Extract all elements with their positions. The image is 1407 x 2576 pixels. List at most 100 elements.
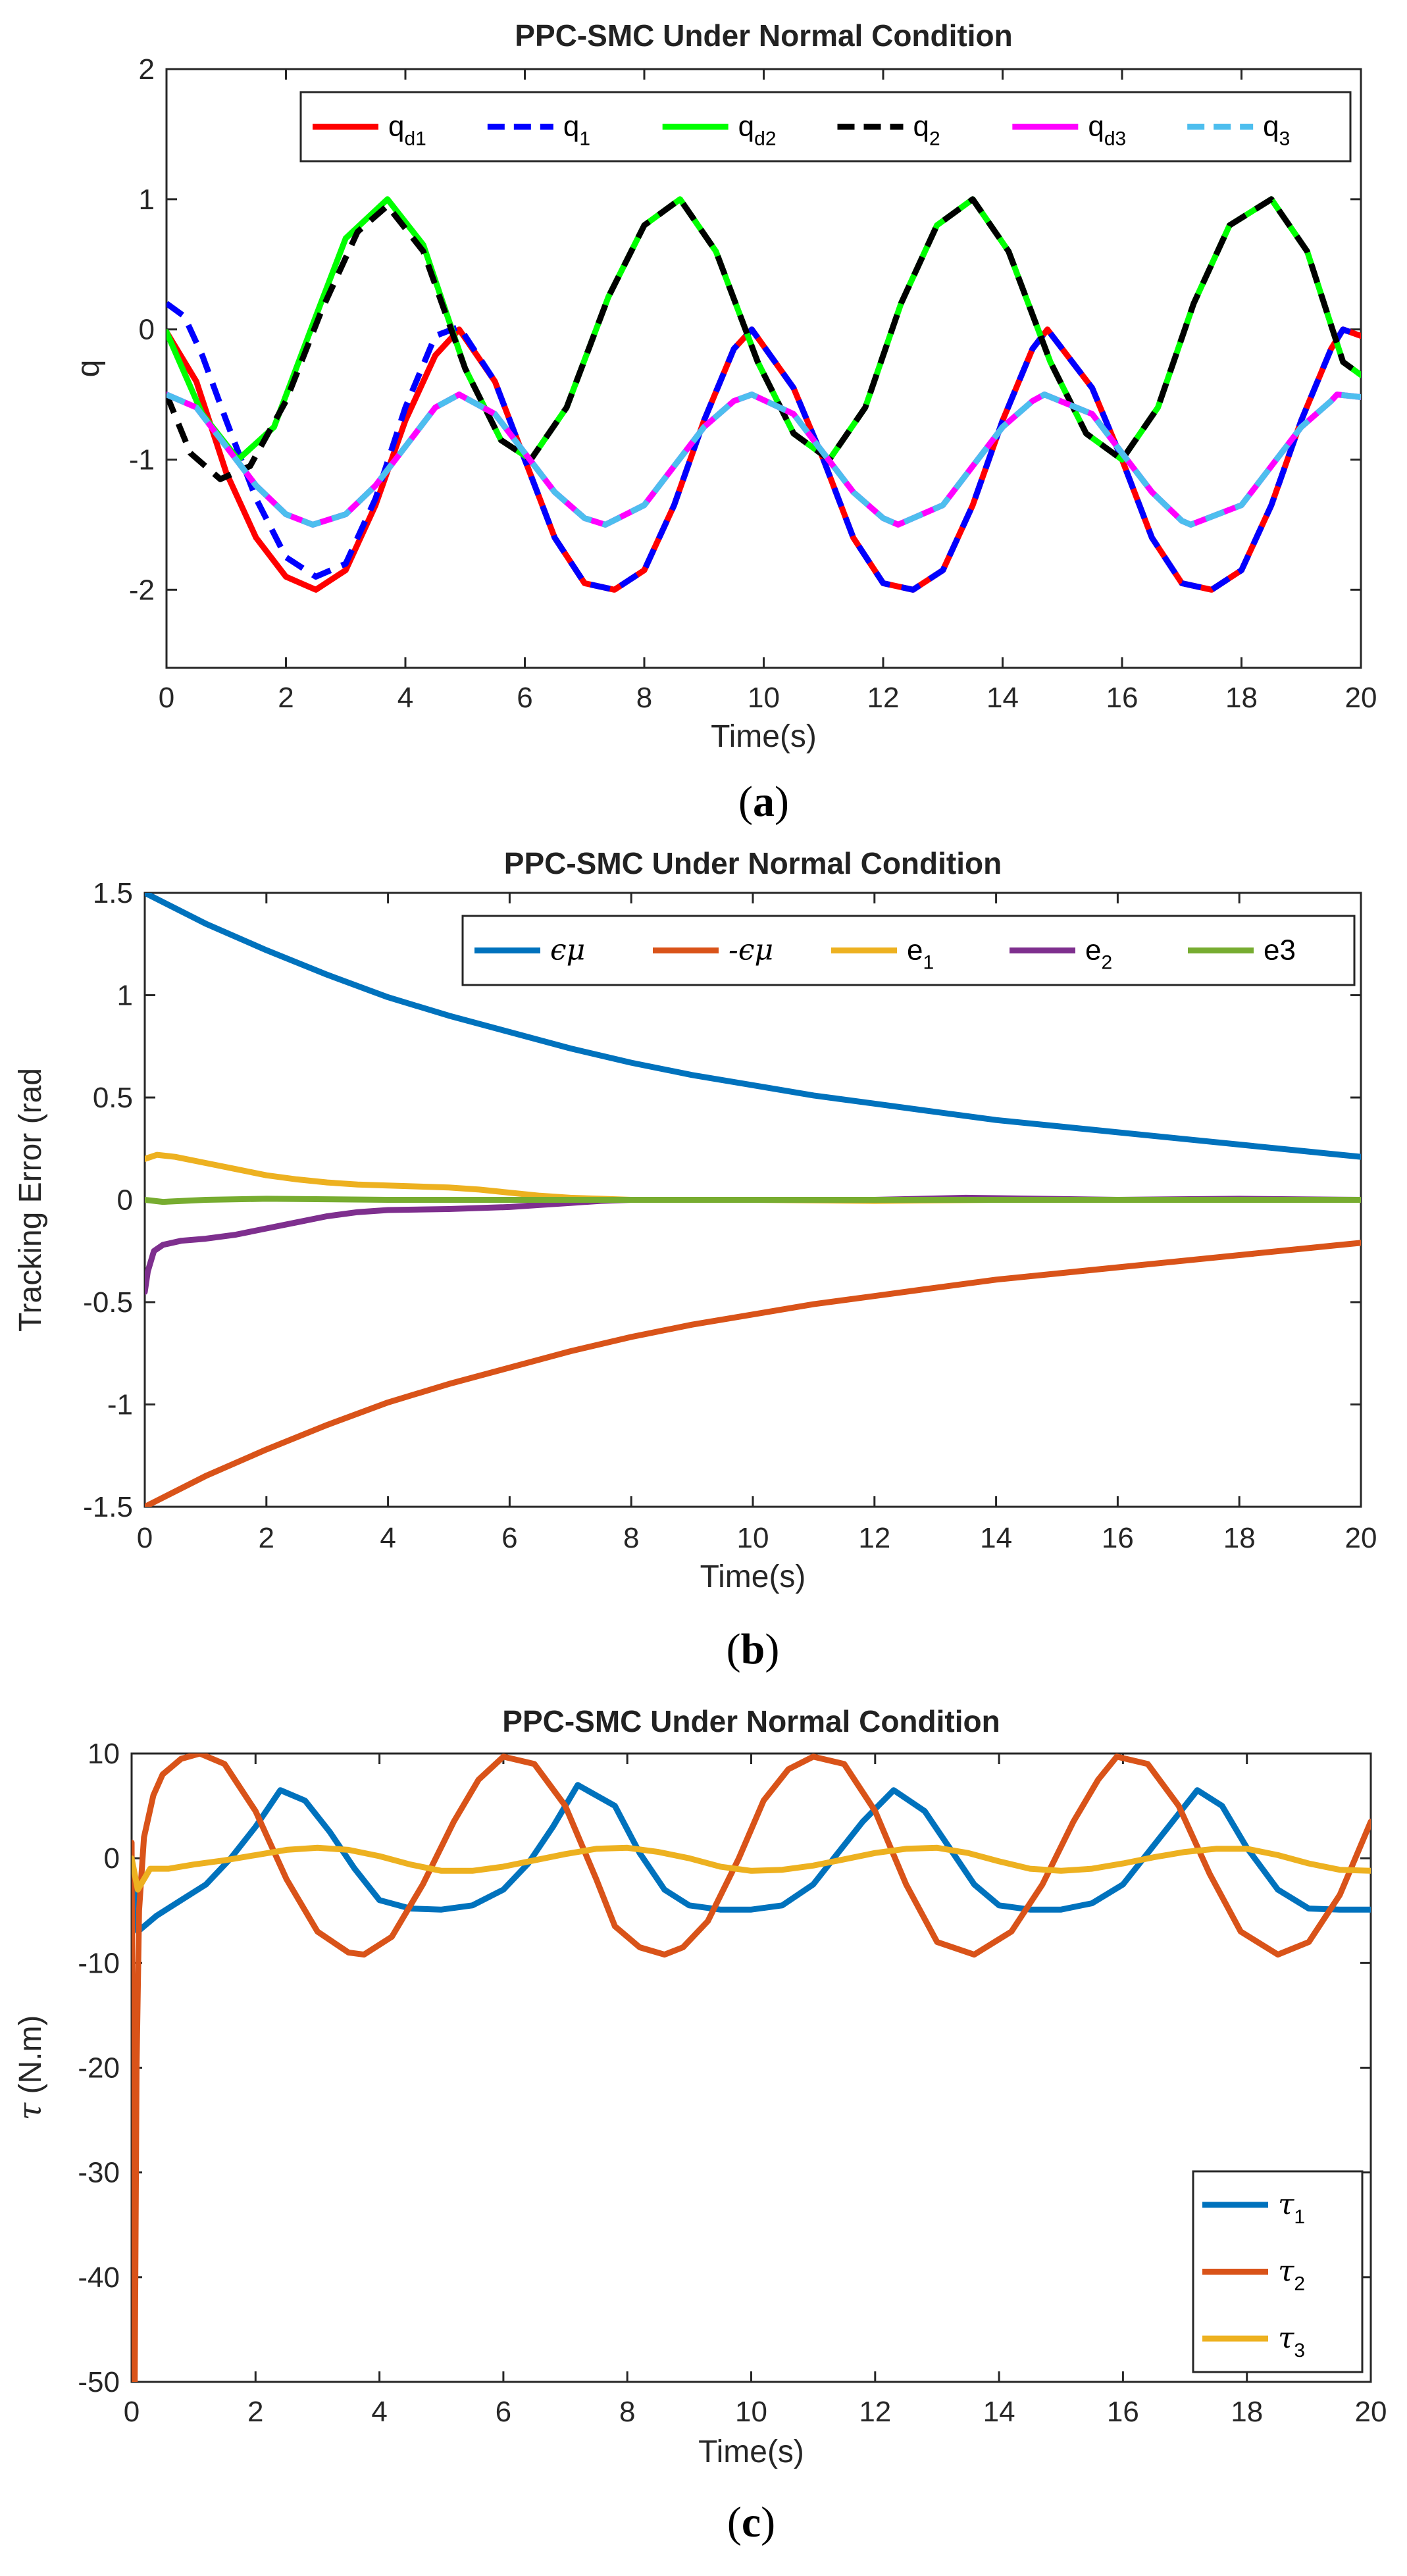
x-tick-label: 0: [137, 1522, 153, 1554]
x-tick-label: 4: [397, 682, 413, 714]
series-line-q2: [166, 196, 1361, 482]
panel-caption: (b): [727, 1625, 780, 1673]
chart-title: PPC-SMC Under Normal Condition: [504, 846, 1002, 880]
y-tick-label: -1: [107, 1389, 133, 1421]
x-tick-label: 12: [859, 2396, 891, 2428]
legend-label-name: q: [913, 111, 929, 143]
legend-label-e1: e1: [907, 934, 934, 974]
y-axis-label: Tracking Error (rad: [13, 1068, 48, 1332]
y-tick-label: 1: [117, 980, 133, 1012]
legend-label-name: -ϵμ: [729, 934, 773, 967]
legend-box: [299, 91, 1352, 163]
legend-label-name: q: [563, 111, 579, 143]
legend-label-subscript: 3: [1294, 2340, 1305, 2361]
series-line-q1: [166, 301, 1361, 593]
legend-label-tau3: τ3: [1278, 2321, 1305, 2361]
y-axis-label: q: [71, 360, 106, 378]
x-tick-label: 6: [517, 682, 532, 714]
x-tick-label: 20: [1345, 682, 1377, 714]
legend-label-name: e: [907, 934, 923, 967]
y-tick-label: 1: [139, 184, 155, 216]
legend-label-subscript: 1: [923, 952, 934, 974]
panel-caption: (c): [727, 2498, 775, 2546]
legend-label-tau2: τ2: [1278, 2255, 1305, 2295]
series-line-emu: [145, 893, 1361, 1160]
x-tick-label: 14: [983, 2396, 1015, 2428]
x-tick-label: 16: [1107, 2396, 1139, 2428]
series-line-tau2: [132, 1754, 1371, 2382]
caption-open-paren: (: [727, 2498, 742, 2546]
legend-label-subscript: 1: [1294, 2206, 1305, 2228]
legend-label-e3: e3: [1264, 934, 1296, 967]
legend-label-name: τ: [1278, 2188, 1294, 2221]
y-tick-label: -50: [78, 2366, 120, 2398]
x-tick-label: 4: [380, 1522, 396, 1554]
y-axis-label-text: (N.m): [13, 2015, 48, 2103]
y-axis-label: τ (N.m): [12, 2015, 49, 2121]
legend-label-qd1: qd1: [388, 111, 426, 150]
legend-label-tau1: τ1: [1278, 2188, 1305, 2228]
series-line-q3: [166, 391, 1361, 528]
caption-open-paren: (: [738, 778, 753, 826]
y-tick-label: -30: [78, 2157, 120, 2189]
legend-label-name: q: [388, 111, 404, 143]
y-tick-label: 1.5: [93, 877, 133, 909]
series-line-tau1: [132, 1782, 1371, 1935]
y-tick-label: 2: [139, 53, 155, 86]
x-tick-label: 10: [735, 2396, 767, 2428]
legend-label-subscript: 2: [1101, 952, 1112, 974]
x-tick-label: 12: [858, 1522, 890, 1554]
y-tick-label: 0.5: [93, 1082, 133, 1114]
x-tick-label: 14: [986, 682, 1019, 714]
y-tick-label: 0: [104, 1842, 120, 1875]
series-line-e3: [145, 1196, 1361, 1205]
legend-label-subscript: 2: [929, 128, 940, 150]
y-tick-label: 10: [88, 1738, 120, 1770]
series-line-nemu: [145, 1240, 1361, 1507]
legend-label-subscript: d2: [754, 128, 776, 150]
legend-label-q3: q3: [1263, 111, 1290, 150]
legend-label-qd3: qd3: [1088, 111, 1126, 150]
y-tick-label: -2: [129, 574, 155, 606]
caption-letter: a: [753, 778, 775, 826]
x-axis-label: Time(s): [711, 719, 817, 754]
chart-title: PPC-SMC Under Normal Condition: [502, 1704, 1000, 1738]
x-tick-label: 14: [980, 1522, 1012, 1554]
legend-label-name: e3: [1264, 934, 1296, 967]
legend-label-name: τ: [1278, 2255, 1294, 2288]
x-tick-label: 16: [1102, 1522, 1134, 1554]
x-tick-label: 2: [259, 1522, 274, 1554]
legend-label-nemu: -ϵμ: [729, 934, 773, 967]
panel-caption: (a): [738, 778, 789, 826]
legend-label-emu: ϵμ: [550, 934, 585, 967]
y-tick-label: -10: [78, 1947, 120, 1979]
x-tick-label: 18: [1231, 2396, 1263, 2428]
x-tick-label: 4: [371, 2396, 387, 2428]
x-tick-label: 18: [1223, 1522, 1256, 1554]
series-line-tau3: [132, 1844, 1371, 1893]
caption-open-paren: (: [727, 1625, 741, 1673]
caption-close-paren: ): [761, 2498, 775, 2546]
caption-close-paren: ): [765, 1625, 779, 1673]
x-tick-label: 0: [159, 682, 174, 714]
y-tick-label: -1: [129, 443, 155, 476]
y-axis-label-symbol: τ: [12, 2102, 49, 2120]
legend-label-subscript: 2: [1294, 2273, 1305, 2295]
x-tick-label: 8: [636, 682, 652, 714]
legend-label-name: q: [1263, 111, 1279, 143]
y-tick-label: 0: [139, 314, 155, 346]
x-tick-label: 12: [867, 682, 900, 714]
x-tick-label: 10: [748, 682, 780, 714]
legend-label-name: q: [1088, 111, 1104, 143]
legend-label-subscript: 3: [1279, 128, 1291, 150]
legend-label-e2: e2: [1085, 934, 1112, 974]
x-axis-label: Time(s): [700, 1559, 806, 1594]
x-axis-label: Time(s): [698, 2435, 804, 2469]
legend-label-subscript: 1: [579, 128, 590, 150]
x-tick-label: 18: [1225, 682, 1258, 714]
x-tick-label: 16: [1106, 682, 1138, 714]
